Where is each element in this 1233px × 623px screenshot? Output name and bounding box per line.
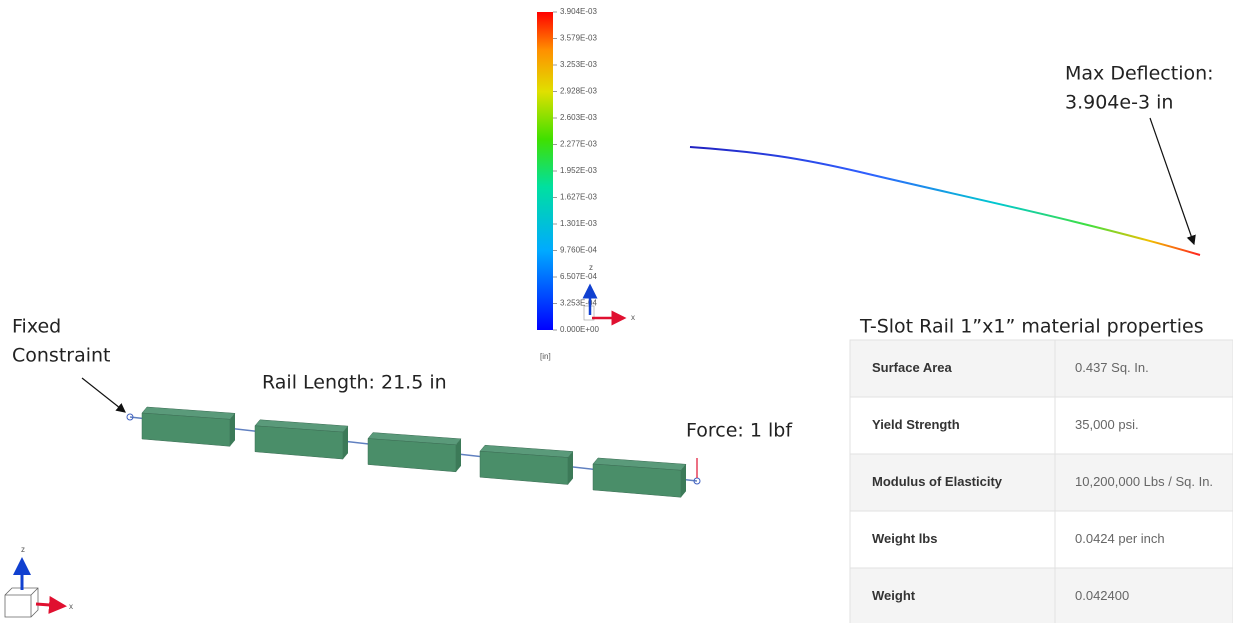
legend-label: 0.000E+00 [560,325,599,334]
row-label: Yield Strength [872,417,960,432]
legend-label: 6.507E-04 [560,272,597,281]
annotation: 3.904e-3 in [1065,92,1173,114]
row-value: 0.0424 per inch [1075,531,1165,546]
legend-label: 2.277E-03 [560,140,597,149]
deflected-beam [690,147,1200,255]
axis-x: x [69,602,73,611]
annotation: Constraint [12,345,111,367]
legend-label: 9.760E-04 [560,246,597,255]
row-label: Weight [872,588,916,603]
legend-label: 2.928E-03 [560,87,597,96]
legend-label: 3.904E-03 [560,7,597,16]
legend-label: 1.627E-03 [560,193,597,202]
annotation: Rail Length: 21.5 in [262,372,447,394]
arrow [82,378,125,412]
arrow [1150,118,1194,244]
screen: 3.904E-03 3.579E-03 3.253E-03 2.928E-03 2.60… [0,0,1233,623]
row-value: 0.042400 [1075,588,1129,603]
legend-labels: 3.904E-03 3.579E-03 3.253E-03 2.928E-03 2.60… [553,7,599,334]
properties-table: Surface Area 0.437 Sq. In. Yield Strength 3… [850,340,1233,623]
axis-x: x [631,313,635,322]
triad-top: z x [584,263,635,322]
row-label: Surface Area [872,360,952,375]
legend-label: 1.952E-03 [560,166,597,175]
triad-bottom: z x [5,545,73,617]
axis-z: z [589,263,593,272]
table-title: T-Slot Rail 1”x1” material properties [859,316,1204,338]
annotation: Fixed [12,316,61,338]
annotation: Force: 1 lbf [686,420,793,442]
row-label: Weight lbs [872,531,937,546]
annotation: Max Deflection: [1065,63,1214,85]
row-value: 35,000 psi. [1075,417,1139,432]
legend-label: 3.253E-03 [560,60,597,69]
legend-label: 3.579E-03 [560,34,597,43]
row-label: Modulus of Elasticity [872,474,1003,489]
row-value: 0.437 Sq. In. [1075,360,1149,375]
row-value: 10,200,000 Lbs / Sq. In. [1075,474,1213,489]
legend-label: 2.603E-03 [560,113,597,122]
legend-unit: [in] [540,352,551,361]
axis-z: z [21,545,25,554]
rail-blocks [142,407,686,497]
color-bar [537,12,553,330]
legend-label: 1.301E-03 [560,219,597,228]
